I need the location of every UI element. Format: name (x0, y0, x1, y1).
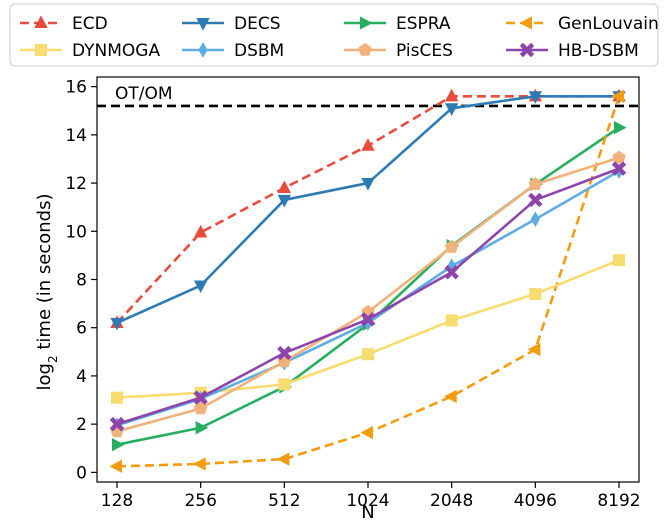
y-tick-label: 8 (76, 271, 87, 291)
data-point-genlouvain (445, 391, 456, 403)
y-tick-label: 16 (65, 78, 87, 98)
legend-label: GenLouvain (558, 14, 659, 34)
data-point-espra (614, 122, 625, 134)
y-axis-label-sub: 2 (46, 355, 60, 363)
x-axis-label: N (361, 502, 374, 521)
y-axis-label-main: log (34, 363, 55, 390)
y-tick-label: 2 (76, 415, 87, 435)
y-tick-label: 6 (76, 319, 87, 339)
data-point-pisces (613, 151, 625, 163)
y-axis-label: log2 time (in seconds) (34, 194, 60, 391)
series-line-dsbm (117, 171, 619, 425)
plot-frame (97, 77, 639, 482)
x-tick-label: 2048 (430, 491, 473, 511)
plot-area: OT/OM (97, 77, 639, 482)
series-line-hb-dsbm (117, 169, 619, 425)
data-point-espra (196, 422, 207, 434)
series-line-pisces (117, 158, 619, 432)
legend-label: DYNMOGA (72, 41, 160, 61)
x-tick-label: 8192 (597, 491, 640, 511)
data-point-genlouvain (194, 458, 205, 470)
data-point-dynmoga (613, 255, 624, 266)
data-point-hb-dsbm (529, 193, 542, 206)
data-point-dsbm (531, 212, 539, 226)
data-point-dynmoga (530, 288, 541, 299)
y-tick-label: 12 (65, 174, 87, 194)
legend-label: ESPRA (396, 14, 451, 34)
y-tick-label: 4 (76, 367, 87, 387)
y-tick-label: 0 (76, 463, 87, 483)
legend-label: DSBM (234, 41, 284, 61)
data-point-genlouvain (362, 427, 373, 439)
x-tick-label: 128 (101, 491, 133, 511)
data-point-dynmoga (446, 315, 457, 326)
series-hb-dsbm (111, 162, 626, 431)
legend-label: PisCES (396, 41, 453, 61)
data-point-espra (112, 439, 123, 451)
legend-label: HB-DSBM (558, 41, 639, 61)
legend-label: ECD (72, 14, 108, 34)
data-point-ecd (278, 181, 290, 192)
data-point-dynmoga (279, 379, 290, 390)
y-tick-label: 10 (65, 222, 87, 242)
legend-label: DECS (234, 14, 281, 34)
data-point-dynmoga (111, 392, 122, 403)
data-point-genlouvain (111, 460, 122, 472)
legend: ECD DECS ESPRA GenLouvain DYNMOGA DSBM PisCES H… (10, 4, 659, 66)
data-point-dynmoga (362, 349, 373, 360)
data-point-genlouvain (278, 453, 289, 465)
y-axis: 0 2 4 6 8 10 12 14 16 (65, 78, 97, 484)
x-tick-label: 4096 (514, 491, 557, 511)
x-tick-label: 512 (268, 491, 300, 511)
threshold-label: OT/OM (115, 84, 173, 104)
x-tick-label: 256 (184, 491, 216, 511)
y-axis-label-rest: time (in seconds) (34, 194, 55, 356)
series-dsbm (113, 164, 623, 432)
y-tick-label: 14 (65, 126, 87, 146)
series-line-espra (117, 128, 619, 445)
series-line-decs (117, 96, 619, 323)
legend-marker (35, 44, 46, 55)
